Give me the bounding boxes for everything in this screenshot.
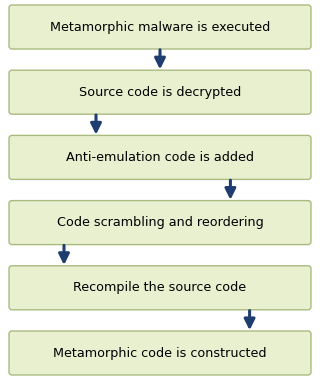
Text: Anti-emulation code is added: Anti-emulation code is added bbox=[66, 151, 254, 164]
Text: Recompile the source code: Recompile the source code bbox=[73, 281, 247, 294]
FancyBboxPatch shape bbox=[9, 266, 311, 310]
FancyBboxPatch shape bbox=[9, 70, 311, 114]
FancyBboxPatch shape bbox=[9, 135, 311, 179]
Text: Code scrambling and reordering: Code scrambling and reordering bbox=[57, 216, 263, 229]
Text: Source code is decrypted: Source code is decrypted bbox=[79, 86, 241, 99]
Text: Metamorphic malware is executed: Metamorphic malware is executed bbox=[50, 21, 270, 33]
FancyBboxPatch shape bbox=[9, 201, 311, 245]
FancyBboxPatch shape bbox=[9, 5, 311, 49]
Text: Metamorphic code is constructed: Metamorphic code is constructed bbox=[53, 347, 267, 359]
FancyBboxPatch shape bbox=[9, 331, 311, 375]
